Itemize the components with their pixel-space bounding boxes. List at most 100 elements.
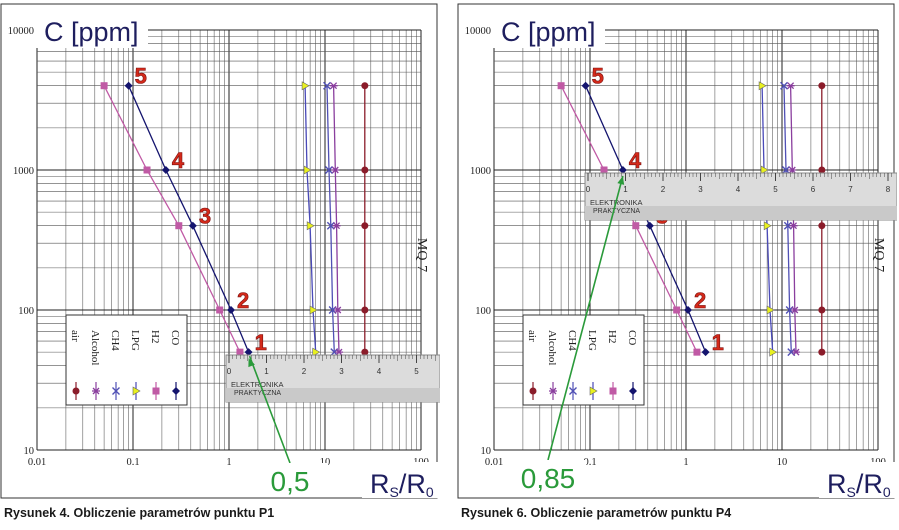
data-point — [780, 81, 789, 90]
point-label: 1 — [255, 330, 267, 355]
point-label: 4 — [172, 148, 185, 173]
legend-marker — [152, 387, 160, 395]
series-ch4 — [323, 81, 339, 357]
data-point — [781, 166, 790, 174]
chart-panel-right: 0.010.111010010100100010000C [ppm]RS/R0M… — [457, 0, 897, 502]
data-point — [632, 222, 640, 230]
ruler-tick-label: 6 — [811, 185, 816, 194]
series-co — [124, 81, 253, 357]
data-point — [786, 82, 795, 90]
ruler-brand-2: PRAKTYCZNA — [234, 390, 281, 397]
ruler-tick-label: 4 — [736, 185, 741, 194]
data-point — [227, 306, 236, 314]
figure-caption-left: Rysunek 4. Obliczenie parametrów punktu … — [4, 506, 275, 520]
legend-marker — [112, 387, 120, 395]
legend-marker — [92, 387, 100, 395]
ruler-tick-label: 3 — [339, 367, 344, 376]
legend-label: air — [69, 330, 81, 342]
reading-arrowhead — [248, 358, 255, 368]
ruler-brand-2: PRAKTYCZNA — [593, 208, 640, 215]
series-air — [361, 82, 369, 356]
title-background — [36, 12, 148, 48]
data-point — [143, 166, 151, 174]
legend-label: CH4 — [566, 330, 578, 351]
ruler-tick-label: 5 — [773, 185, 778, 194]
legend-marker — [609, 387, 617, 395]
data-point — [331, 166, 340, 174]
chart-frame — [0, 3, 438, 499]
point-label: 3 — [199, 204, 211, 229]
point-label: 1 — [712, 330, 724, 355]
legend-label: Alcohol — [89, 330, 101, 365]
legend-label: H2 — [149, 330, 161, 343]
xlabel-background — [362, 462, 438, 498]
data-point — [581, 81, 590, 90]
data-point — [303, 165, 312, 175]
data-point — [361, 166, 369, 174]
reading-value: 0,5 — [271, 466, 310, 497]
legend-label: air — [526, 330, 538, 342]
x-axis-label: RS/R0 — [827, 469, 891, 500]
legend-label: Alcohol — [546, 330, 558, 365]
data-point — [818, 348, 826, 356]
y-tick-label: 1000 — [13, 166, 34, 177]
y-tick-label: 100 — [18, 306, 34, 317]
data-point — [244, 348, 253, 357]
data-point — [309, 305, 318, 315]
ruler-tick-label: 5 — [414, 367, 419, 376]
point-label: 5 — [592, 64, 604, 89]
data-point — [301, 81, 310, 91]
point-label: 4 — [629, 148, 642, 173]
legend-marker — [549, 387, 557, 395]
ruler-shade — [226, 388, 440, 402]
legend-label: LPG — [129, 330, 141, 351]
sensor-label: MQ-7 — [871, 238, 886, 272]
chart-frame — [457, 3, 895, 499]
data-point — [792, 348, 801, 356]
data-point — [693, 348, 701, 356]
data-point — [324, 166, 333, 174]
reading-background — [518, 460, 586, 494]
chart-title: C [ppm] — [501, 17, 596, 47]
y-tick-label: 10000 — [465, 26, 491, 37]
data-point — [600, 166, 608, 174]
data-point — [332, 222, 341, 230]
x-tick-label: 10 — [320, 457, 331, 468]
data-point — [161, 166, 170, 174]
x-axis-label: RS/R0 — [370, 469, 434, 500]
reading-arrow — [248, 355, 291, 464]
point-label: 2 — [694, 288, 706, 313]
data-point — [361, 82, 369, 90]
data-point — [790, 306, 799, 314]
data-point — [124, 81, 133, 90]
data-point — [818, 82, 826, 90]
data-point — [758, 81, 767, 91]
data-point — [175, 222, 183, 230]
data-point — [701, 348, 710, 357]
data-point — [188, 221, 197, 230]
ruler-shade — [585, 206, 897, 220]
series-h2 — [557, 82, 701, 356]
ruler-tick-label: 8 — [886, 185, 891, 194]
chart-left: 0.010.111010010100100010000C [ppm]RS/R0M… — [0, 3, 440, 500]
legend: air Alcohol CH4 LPG H2 CO — [65, 314, 188, 406]
data-point — [361, 348, 369, 356]
data-point — [333, 306, 342, 314]
data-point — [645, 221, 654, 230]
y-tick-label: 1000 — [470, 166, 491, 177]
data-point — [361, 222, 369, 230]
ruler-tick-label: 1 — [264, 367, 269, 376]
series-air — [818, 82, 826, 356]
series-co — [581, 81, 710, 357]
legend-label: CH4 — [109, 330, 121, 351]
y-tick-label: 10 — [24, 446, 35, 457]
y-tick-label: 10 — [481, 446, 492, 457]
data-point — [329, 82, 338, 90]
data-point — [323, 81, 332, 90]
ruler-tick-label: 2 — [302, 367, 307, 376]
data-point — [326, 221, 335, 230]
data-point — [335, 348, 344, 356]
data-point — [783, 221, 792, 230]
legend-marker — [529, 387, 537, 395]
